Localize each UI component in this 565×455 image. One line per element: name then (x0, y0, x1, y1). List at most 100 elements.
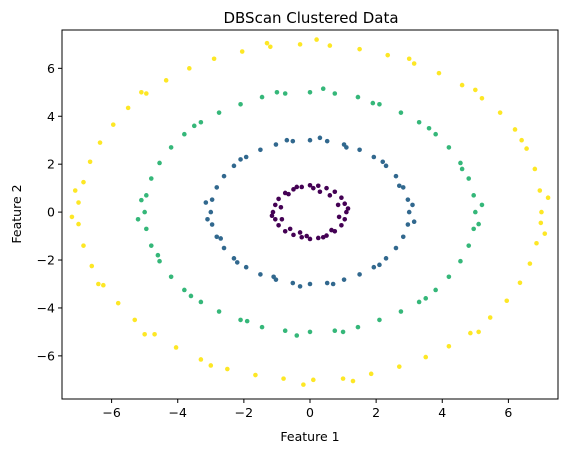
data-point (225, 366, 230, 372)
data-point (476, 221, 481, 227)
data-point (148, 243, 154, 248)
y-tick-label: −6 (37, 348, 55, 363)
data-point (314, 37, 319, 42)
data-point (286, 191, 291, 197)
data-point (281, 376, 286, 381)
data-point (157, 160, 162, 166)
data-point (81, 179, 86, 185)
y-axis: −6 −4 −2 0 2 4 6 (37, 61, 62, 363)
data-point (330, 281, 336, 287)
data-point (332, 189, 338, 195)
data-point (307, 329, 313, 335)
data-point (214, 234, 220, 240)
data-point (76, 221, 81, 227)
data-point (446, 145, 452, 150)
data-point (307, 281, 313, 287)
data-point (400, 185, 406, 190)
data-point (76, 200, 81, 205)
data-point (320, 234, 326, 240)
data-point (135, 216, 141, 222)
y-tick-label: −4 (37, 300, 55, 315)
data-point (291, 187, 296, 192)
data-point (410, 202, 415, 208)
data-point (81, 243, 86, 248)
data-point (344, 209, 349, 215)
data-point (259, 324, 265, 330)
data-point (416, 119, 422, 125)
data-point (537, 188, 543, 193)
data-point (396, 183, 402, 189)
data-point (188, 293, 194, 299)
data-point (315, 235, 321, 241)
data-point (101, 282, 106, 288)
data-point (433, 131, 438, 137)
data-point (182, 131, 187, 137)
data-point (327, 193, 333, 198)
data-point (132, 317, 138, 323)
data-point (339, 222, 344, 228)
data-point (231, 256, 237, 261)
data-point (163, 78, 169, 83)
data-point (371, 154, 377, 160)
data-point (345, 206, 351, 211)
y-axis-label: Feature 2 (9, 184, 24, 243)
data-point (311, 185, 316, 191)
data-point (72, 188, 78, 193)
data-point (96, 281, 101, 287)
data-point (324, 280, 330, 286)
y-tick-label: 6 (47, 61, 55, 76)
data-point (311, 377, 316, 383)
data-point (383, 163, 389, 169)
data-point (198, 357, 204, 362)
data-point (400, 234, 406, 240)
data-point (538, 220, 544, 226)
data-point (344, 145, 349, 150)
data-point (301, 382, 306, 387)
cluster-series (203, 135, 417, 289)
data-point (238, 157, 243, 162)
data-point (299, 234, 305, 240)
data-point (208, 363, 214, 368)
data-point (259, 94, 265, 100)
data-point (342, 201, 348, 207)
data-point (198, 299, 204, 305)
data-point (231, 163, 237, 169)
data-point (466, 243, 472, 248)
data-point (168, 274, 174, 280)
data-point (468, 330, 473, 336)
data-point (340, 329, 346, 335)
data-point (542, 231, 548, 236)
data-point (274, 90, 280, 95)
data-point (350, 378, 356, 384)
data-point (416, 299, 422, 305)
x-tick-label: −6 (102, 405, 120, 420)
data-point (336, 214, 342, 220)
data-point (144, 226, 149, 232)
data-point (307, 137, 313, 143)
data-point (341, 277, 347, 282)
data-point (214, 185, 220, 190)
data-point (368, 371, 374, 377)
data-point (216, 309, 222, 314)
plot-frame (61, 29, 559, 400)
data-point (458, 258, 463, 264)
data-point (272, 216, 278, 222)
data-point (393, 245, 399, 251)
data-point (504, 298, 510, 304)
data-point (221, 245, 227, 251)
data-point (370, 100, 376, 106)
data-point (139, 197, 144, 203)
data-point (243, 154, 249, 160)
y-tick-label: 2 (47, 157, 55, 172)
data-point (479, 95, 485, 101)
data-point (270, 209, 276, 215)
data-point (411, 61, 417, 66)
data-point (299, 184, 305, 190)
data-point (473, 87, 478, 93)
data-point (276, 196, 281, 202)
data-point (148, 176, 154, 181)
data-point (144, 91, 149, 96)
cluster-series (269, 182, 351, 242)
data-point (272, 202, 278, 208)
data-point (497, 110, 503, 115)
